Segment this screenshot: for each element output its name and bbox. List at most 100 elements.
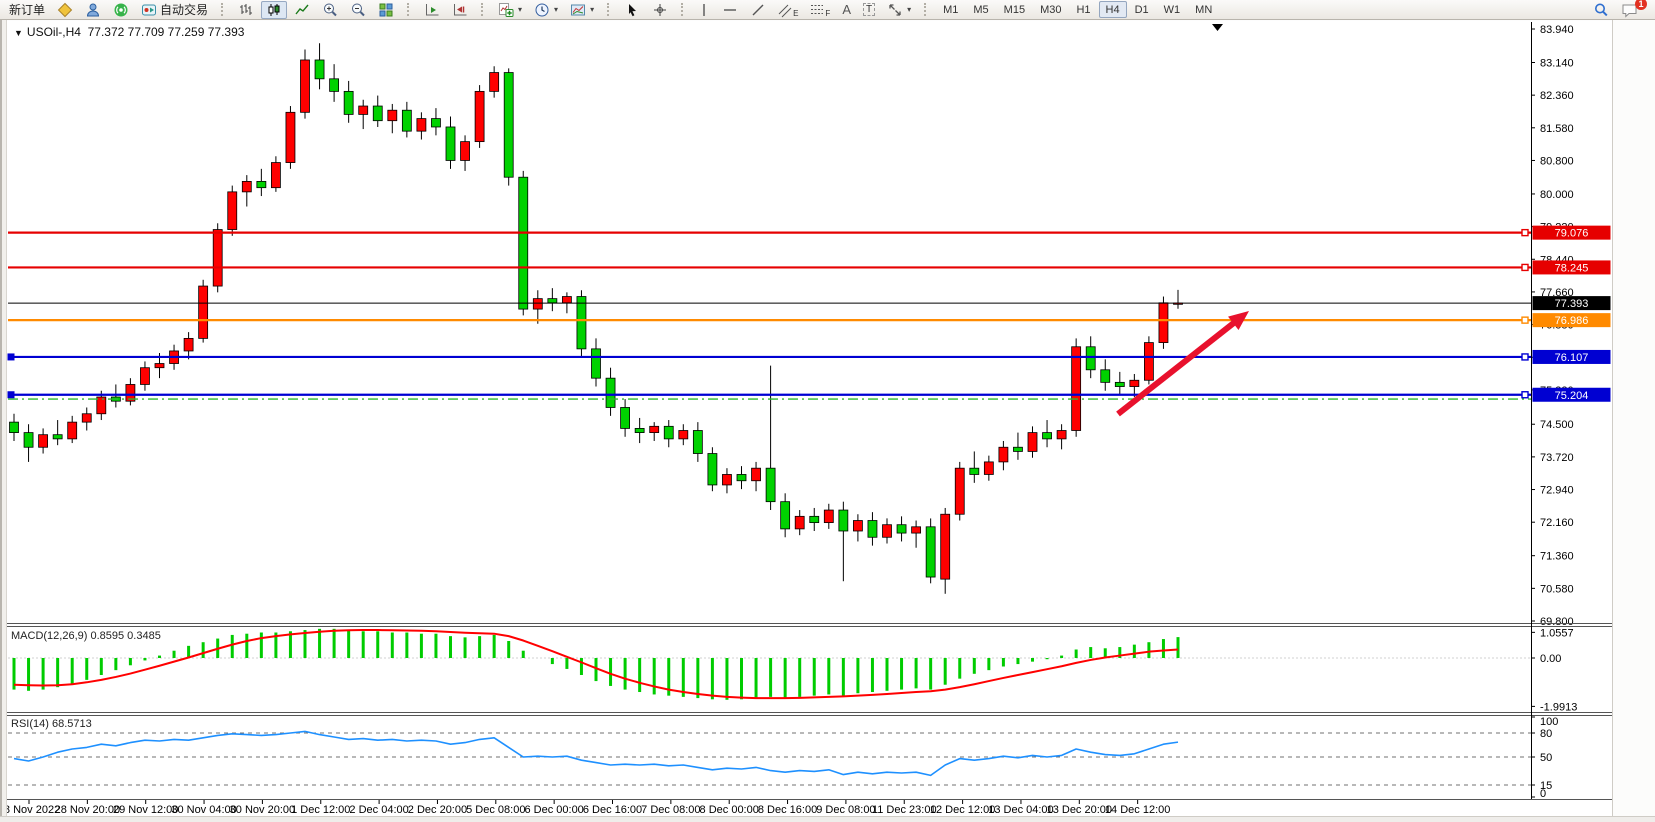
arrows-tool-button[interactable]: ▾ bbox=[882, 1, 916, 19]
candle bbox=[620, 399, 630, 437]
text-label-tool-button[interactable]: T bbox=[858, 1, 880, 19]
support-line-2-badge-label: 75.204 bbox=[1555, 390, 1589, 402]
chart-shift-marker[interactable] bbox=[1212, 24, 1223, 31]
auto-scroll-button[interactable] bbox=[419, 1, 445, 19]
periods-button[interactable]: ▾ bbox=[529, 1, 563, 19]
time-axis-label[interactable]: 2 Dec 20:00 bbox=[408, 804, 467, 816]
equidistant-channel-tool-button[interactable]: E bbox=[773, 1, 803, 19]
candlestick-chart-button[interactable] bbox=[261, 0, 288, 19]
timeframe-button-D1[interactable]: D1 bbox=[1134, 4, 1149, 16]
market-watch-button[interactable] bbox=[52, 1, 78, 19]
timeframe-button-MN[interactable]: MN bbox=[1195, 4, 1213, 16]
time-axis-label[interactable]: 30 Nov 20:00 bbox=[230, 804, 295, 816]
price-axis-tick-label: 80.000 bbox=[1540, 189, 1574, 201]
time-axis-label[interactable]: 6 Dec 00:00 bbox=[524, 804, 583, 816]
chevron-down-icon[interactable]: ▾ bbox=[554, 5, 559, 14]
crosshair-icon bbox=[652, 2, 668, 18]
timeframe-button-M1[interactable]: M1 bbox=[943, 4, 959, 16]
time-axis-label[interactable]: 14 Dec 12:00 bbox=[1105, 804, 1170, 816]
timeframe-button-M5[interactable]: M5 bbox=[973, 4, 989, 16]
accounts-button[interactable] bbox=[80, 1, 106, 19]
time-axis-label[interactable]: 1 Dec 12:00 bbox=[291, 804, 350, 816]
timeframe-button-H1[interactable]: H1 bbox=[1076, 4, 1091, 16]
vertical-line-icon bbox=[698, 2, 710, 18]
candle bbox=[896, 516, 907, 542]
resistance-line-1-handle[interactable] bbox=[1521, 228, 1529, 237]
window-right-border bbox=[1612, 20, 1655, 816]
time-axis-label[interactable]: 11 Dec 23:00 bbox=[872, 804, 937, 816]
candle bbox=[372, 95, 383, 127]
zoom-out-icon bbox=[350, 2, 366, 18]
search-icon bbox=[1593, 2, 1609, 18]
price-axis-tick-label: 69.800 bbox=[1540, 616, 1574, 628]
time-axis-label[interactable]: 5 Dec 08:00 bbox=[466, 804, 525, 816]
vertical-line-tool-button[interactable] bbox=[693, 1, 715, 19]
collapse-triangle-icon[interactable]: ▼ bbox=[14, 28, 23, 38]
support-line-2-handle[interactable] bbox=[1521, 391, 1529, 399]
pivot-line-handle[interactable] bbox=[1521, 316, 1529, 324]
new-chart-button[interactable]: ▾ bbox=[493, 1, 527, 19]
resistance-line-2-handle[interactable] bbox=[1521, 263, 1529, 272]
chart-background bbox=[7, 20, 1612, 816]
chevron-down-icon[interactable]: ▾ bbox=[518, 5, 523, 14]
time-axis-label[interactable]: 30 Nov 04:00 bbox=[171, 804, 236, 816]
bar-chart-button[interactable] bbox=[233, 1, 259, 19]
price-axis-tick-label: 74.500 bbox=[1540, 419, 1574, 431]
candle bbox=[532, 290, 543, 324]
cursor-button[interactable] bbox=[619, 1, 645, 19]
chevron-down-icon[interactable]: ▾ bbox=[590, 5, 595, 14]
new-order-button[interactable]: 新订单 bbox=[4, 1, 50, 19]
fibonacci-tool-button[interactable]: F bbox=[805, 1, 835, 19]
trend-arrow-head[interactable] bbox=[1228, 311, 1249, 331]
candle bbox=[474, 85, 485, 148]
time-axis-label[interactable]: 12 Dec 12:00 bbox=[930, 804, 995, 816]
toolbar-grip bbox=[681, 3, 687, 16]
current-price-line-badge-label: 77.393 bbox=[1555, 298, 1589, 310]
time-axis-label[interactable]: 8 Dec 00:00 bbox=[700, 804, 759, 816]
line-chart-button[interactable] bbox=[289, 1, 315, 19]
candle bbox=[765, 365, 776, 511]
timeframe-button-W1[interactable]: W1 bbox=[1163, 4, 1181, 16]
candle bbox=[780, 493, 791, 538]
timeframe-button-M30[interactable]: M30 bbox=[1040, 4, 1062, 16]
time-axis-label[interactable]: 28 Nov 20:00 bbox=[55, 804, 120, 816]
search-button[interactable] bbox=[1588, 1, 1614, 19]
time-axis-label[interactable]: 13 Dec 20:00 bbox=[1047, 804, 1112, 816]
time-axis-label[interactable]: 13 Dec 04:00 bbox=[988, 804, 1053, 816]
timeframe-button-H4[interactable]: H4 bbox=[1098, 1, 1127, 18]
auto-trading-button[interactable]: 自动交易 bbox=[136, 1, 213, 19]
notifications-button[interactable]: 1 bbox=[1616, 0, 1647, 19]
time-axis-label[interactable]: 7 Dec 08:00 bbox=[641, 804, 700, 816]
support-line-2-left-handle[interactable] bbox=[7, 391, 15, 399]
trendline-tool-button[interactable] bbox=[745, 1, 771, 19]
zoom-in-button[interactable] bbox=[317, 1, 343, 19]
pivot-line-badge-label: 76.986 bbox=[1555, 315, 1589, 327]
signals-button[interactable] bbox=[108, 1, 134, 19]
time-axis-label[interactable]: 2 Dec 04:00 bbox=[349, 804, 408, 816]
time-axis-label[interactable]: 28 Nov 2022 bbox=[0, 804, 60, 816]
zoom-out-button[interactable] bbox=[345, 1, 371, 19]
text-tool-button[interactable]: A bbox=[837, 1, 856, 19]
candle bbox=[722, 468, 732, 494]
candle bbox=[183, 332, 194, 360]
time-axis-label[interactable]: 9 Dec 08:00 bbox=[816, 804, 875, 816]
support-line-1-handle[interactable] bbox=[1521, 353, 1529, 361]
chart-shift-button[interactable] bbox=[447, 1, 473, 19]
time-axis-label[interactable]: 6 Dec 16:00 bbox=[583, 804, 642, 816]
crosshair-button[interactable] bbox=[647, 1, 673, 19]
chevron-down-icon[interactable]: ▾ bbox=[907, 5, 912, 14]
time-axis-label[interactable]: 29 Nov 12:00 bbox=[113, 804, 178, 816]
templates-button[interactable]: ▾ bbox=[565, 1, 599, 19]
time-axis-label[interactable]: 8 Dec 16:00 bbox=[758, 804, 817, 816]
support-line-1-left-handle[interactable] bbox=[7, 353, 15, 361]
trend-arrow-shaft[interactable] bbox=[1116, 318, 1239, 417]
horizontal-line-tool-button[interactable] bbox=[717, 1, 743, 19]
tile-windows-button[interactable] bbox=[373, 1, 399, 19]
timeframe-button-M15[interactable]: M15 bbox=[1003, 4, 1026, 16]
toolbar-grip bbox=[481, 3, 487, 16]
channel-letter: E bbox=[793, 8, 799, 18]
trendline-icon bbox=[750, 2, 766, 18]
candle bbox=[823, 503, 834, 529]
window-bottom-border bbox=[0, 816, 1655, 822]
